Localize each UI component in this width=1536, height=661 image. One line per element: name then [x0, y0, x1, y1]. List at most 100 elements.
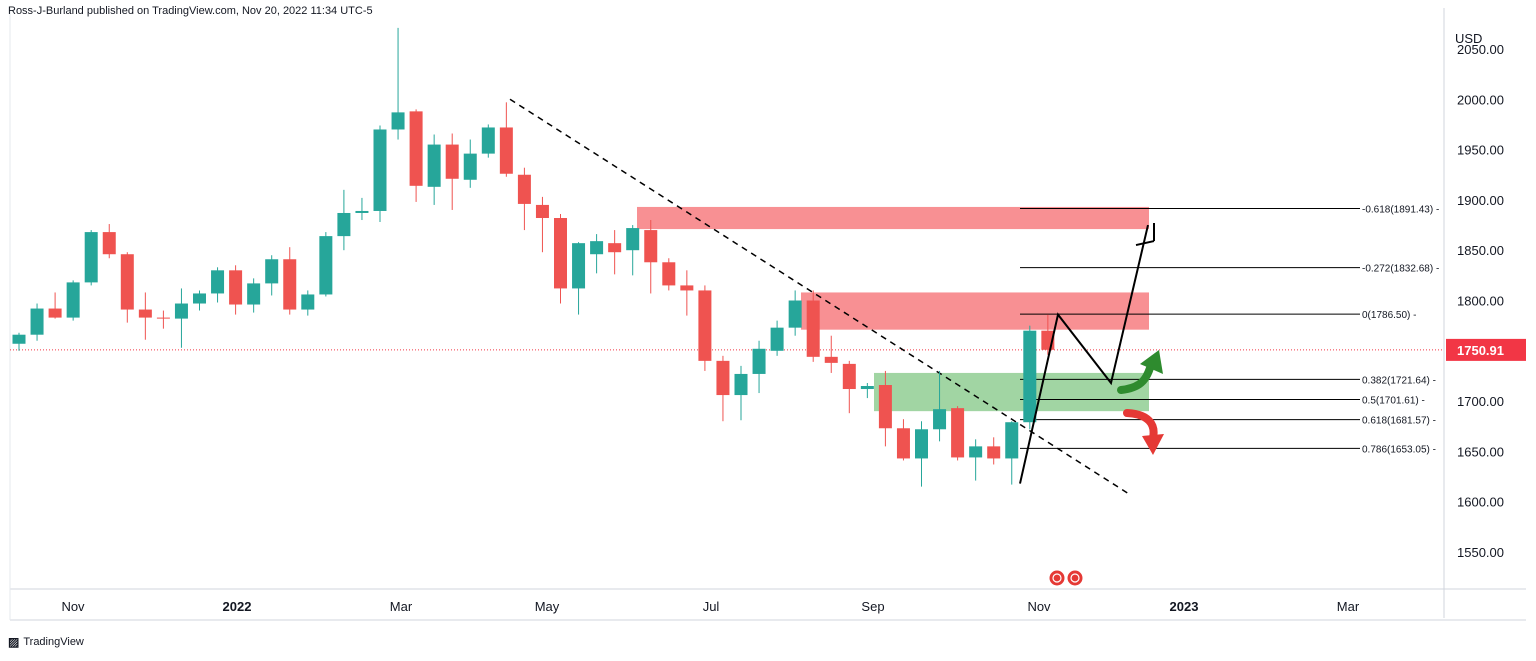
- candle-down: [409, 111, 423, 186]
- candle-down: [120, 254, 134, 310]
- candle-up: [66, 282, 80, 318]
- candle-up: [427, 144, 441, 187]
- candle-up: [590, 241, 604, 255]
- price-tick-label: 2050.00: [1457, 42, 1504, 57]
- time-tick-label: 2022: [223, 599, 252, 614]
- candle-down: [535, 204, 549, 219]
- candle-up: [770, 327, 784, 351]
- time-tick-label: Mar: [390, 599, 413, 614]
- candle-up: [572, 243, 586, 289]
- last-price-label: 1750.91: [1457, 343, 1504, 358]
- projection-arrowhead: [1135, 223, 1155, 247]
- price-tick-label: 1800.00: [1457, 294, 1504, 309]
- price-axis: USD1550.001600.001650.001700.001750.0018…: [1446, 31, 1526, 560]
- fib-level-label: 0.5(1701.61) -: [1362, 395, 1425, 406]
- candle-down: [156, 317, 170, 319]
- brand-label: TradingView: [23, 636, 84, 648]
- time-tick-label: 2023: [1170, 599, 1199, 614]
- candle-down: [951, 408, 965, 458]
- candle-down: [698, 290, 712, 361]
- candle-down: [987, 446, 1001, 459]
- tradingview-brand: ▨ TradingView: [8, 635, 84, 649]
- candle-up: [12, 334, 26, 344]
- time-tick-label: Nov: [61, 599, 85, 614]
- candle-up: [860, 386, 874, 390]
- fib-level-label: 0(1786.50) -: [1362, 310, 1416, 321]
- currency-label: USD: [1455, 31, 1482, 46]
- candles: [12, 27, 1055, 487]
- candle-down: [499, 127, 513, 174]
- event-icon-ring: [1052, 573, 1062, 583]
- candle-down: [716, 360, 730, 396]
- projection-path: [1019, 223, 1155, 484]
- candle-up: [734, 373, 748, 396]
- time-tick-label: May: [535, 599, 560, 614]
- candle-up: [752, 348, 766, 374]
- descending-trendline: [509, 98, 1131, 496]
- price-tick-label: 1700.00: [1457, 394, 1504, 409]
- candle-up: [391, 112, 405, 130]
- candle-down: [806, 300, 820, 357]
- candle-up: [174, 303, 188, 319]
- candle-up: [247, 283, 261, 305]
- time-tick-label: Jul: [703, 599, 720, 614]
- projection-path: [1019, 224, 1149, 484]
- time-tick-label: Sep: [861, 599, 884, 614]
- bullish-arrow-icon: [1117, 364, 1154, 394]
- candle-up: [788, 300, 802, 328]
- candle-down: [662, 262, 676, 286]
- candle-down: [824, 356, 838, 363]
- event-icon-ring: [1070, 573, 1080, 583]
- candle-up: [30, 308, 44, 335]
- candle-up: [373, 129, 387, 211]
- us-flag-event-icon: [1066, 569, 1084, 587]
- candle-up: [1005, 422, 1019, 459]
- fib-level-label: 0.382(1721.64) -: [1362, 375, 1436, 386]
- candle-up: [84, 232, 98, 283]
- fib-level-label: -0.618(1891.43) -: [1362, 205, 1439, 216]
- last-price-badge: [1446, 338, 1526, 361]
- candle-down: [842, 363, 856, 390]
- candle-up: [211, 270, 225, 294]
- candle-down: [878, 385, 892, 429]
- price-tick-label: 1600.00: [1457, 495, 1504, 510]
- candle-down: [554, 218, 567, 289]
- candle-down: [138, 309, 152, 318]
- bullish-arrowhead-icon: [1140, 350, 1163, 374]
- candle-up: [969, 446, 983, 458]
- candle-down: [896, 428, 910, 459]
- candle-up: [915, 429, 928, 459]
- supply-zone: [637, 206, 1149, 230]
- candle-down: [283, 259, 297, 310]
- candle-up: [193, 293, 206, 304]
- price-tick-label: 1550.00: [1457, 545, 1504, 560]
- candle-down: [680, 285, 694, 291]
- candle-down: [445, 144, 459, 179]
- fib-level-label: 0.786(1653.05) -: [1362, 444, 1436, 455]
- bearish-arrowhead-icon: [1142, 434, 1164, 455]
- bearish-arrow-icon: [1123, 409, 1158, 442]
- time-tick-label: Mar: [1337, 599, 1360, 614]
- supply-zone: [801, 292, 1149, 330]
- candle-down: [102, 232, 116, 255]
- price-tick-label: 1650.00: [1457, 444, 1504, 459]
- candle-up: [265, 259, 279, 284]
- price-tick-label: 2000.00: [1457, 92, 1504, 107]
- fib-level-label: -0.272(1832.68) -: [1362, 264, 1439, 275]
- candle-down: [644, 230, 658, 263]
- candle-up: [337, 212, 351, 237]
- candle-up: [301, 294, 315, 310]
- zones: [637, 206, 1149, 412]
- candle-up: [1023, 330, 1037, 423]
- time-axis: Nov 2022 Mar May Jul Sep Nov 2023 Mar: [61, 599, 1359, 614]
- candle-up: [355, 210, 369, 213]
- price-tick-label: 1850.00: [1457, 243, 1504, 258]
- price-tick-label: 1950.00: [1457, 143, 1504, 158]
- candle-up: [319, 236, 333, 295]
- fib-retracement: -0.618(1891.43) - -0.272(1832.68) - 0(1786…: [1020, 205, 1439, 455]
- candle-down: [517, 174, 531, 204]
- candle-up: [933, 409, 947, 430]
- tradingview-logo-icon: ▨: [8, 635, 20, 649]
